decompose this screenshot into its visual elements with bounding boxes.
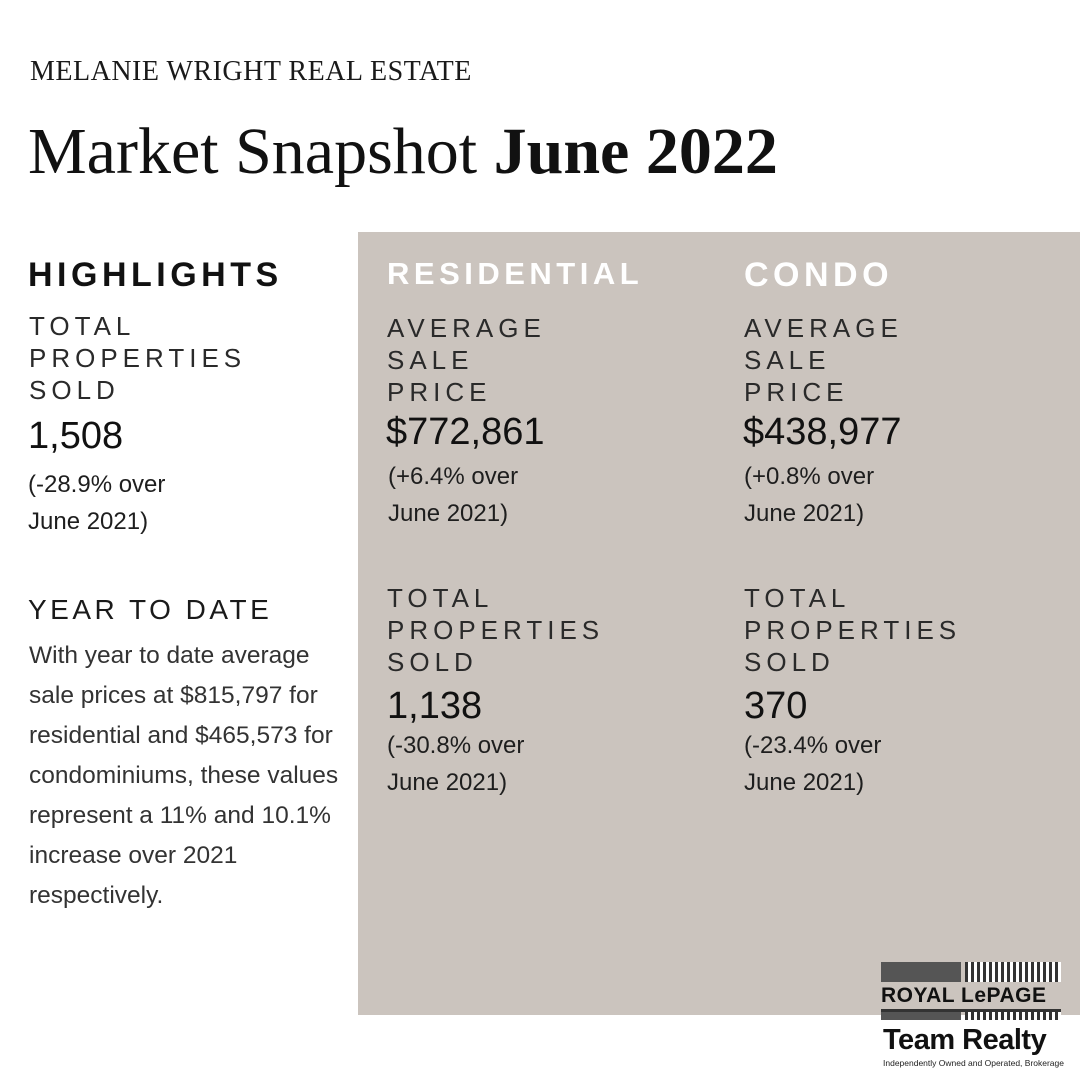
logo-stripe-bar	[881, 1012, 1061, 1020]
ytd-text: With year to date average sale prices at…	[29, 642, 339, 909]
condo-heading: CONDO	[744, 256, 894, 294]
condo-avg-label: AVERAGE SALE PRICE	[744, 312, 903, 408]
condo-sold-label: TOTAL PROPERTIES SOLD	[744, 582, 961, 678]
label-line: AVERAGE	[744, 313, 903, 343]
change-line: (-30.8% over	[387, 732, 525, 759]
change-line: (+0.8% over	[744, 463, 875, 490]
royal-lepage-logo: ROYAL LePAGE Team Realty Independently O…	[881, 962, 1064, 1070]
label-line: SOLD	[29, 375, 120, 405]
label-line: PRICE	[744, 377, 849, 407]
change-line: June 2021)	[388, 500, 509, 527]
logo-team-line: Team Realty	[883, 1024, 1047, 1056]
label-line: SOLD	[387, 647, 478, 677]
change-line: (-23.4% over	[744, 732, 882, 759]
condo-sold-change: (-23.4% over June 2021)	[744, 727, 881, 801]
logo-stripe-bar	[881, 962, 1061, 982]
residential-sold-change: (-30.8% over June 2021)	[387, 727, 524, 801]
change-line: June 2021)	[744, 769, 865, 796]
residential-avg-change: (+6.4% over June 2021)	[388, 458, 518, 532]
title-regular: Market Snapshot	[28, 115, 478, 188]
label-line: SALE	[387, 345, 474, 375]
residential-heading: RESIDENTIAL	[387, 256, 644, 291]
condo-avg-value: $438,977	[743, 411, 902, 453]
change-line: (+6.4% over	[388, 463, 519, 490]
residential-sold-label: TOTAL PROPERTIES SOLD	[387, 582, 604, 678]
label-line: SALE	[744, 345, 831, 375]
change-line: (-28.9% over	[28, 471, 166, 498]
change-line: June 2021)	[744, 500, 865, 527]
change-line: June 2021)	[387, 769, 508, 796]
logo-tagline: Independently Owned and Operated, Broker…	[883, 1058, 1064, 1068]
ytd-heading: YEAR TO DATE	[28, 594, 273, 625]
highlights-sold-change: (-28.9% over June 2021)	[28, 466, 165, 540]
condo-sold-value: 370	[744, 685, 808, 727]
label-line: SOLD	[744, 647, 835, 677]
label-line: AVERAGE	[387, 313, 546, 343]
residential-avg-label: AVERAGE SALE PRICE	[387, 312, 546, 408]
highlights-sold-value: 1,508	[28, 415, 124, 457]
condo-avg-change: (+0.8% over June 2021)	[744, 458, 874, 532]
highlights-heading: HIGHLIGHTS	[28, 256, 283, 294]
page-title: Market Snapshot June 2022	[28, 112, 778, 192]
residential-sold-value: 1,138	[387, 685, 483, 727]
highlights-sold-label: TOTAL PROPERTIES SOLD	[29, 310, 246, 406]
change-line: June 2021)	[28, 508, 149, 535]
label-line: TOTAL	[29, 311, 136, 341]
title-month: June 2022	[493, 115, 778, 188]
brand-name: MELANIE WRIGHT REAL ESTATE	[30, 56, 472, 87]
label-line: PROPERTIES	[744, 615, 962, 645]
label-line: PROPERTIES	[387, 615, 605, 645]
logo-brand-line: ROYAL LePAGE	[881, 983, 1061, 1012]
stats-panel	[358, 232, 1080, 1015]
label-line: PROPERTIES	[29, 343, 247, 373]
residential-avg-value: $772,861	[386, 411, 545, 453]
label-line: PRICE	[387, 377, 492, 407]
label-line: TOTAL	[744, 583, 851, 613]
label-line: TOTAL	[387, 583, 494, 613]
